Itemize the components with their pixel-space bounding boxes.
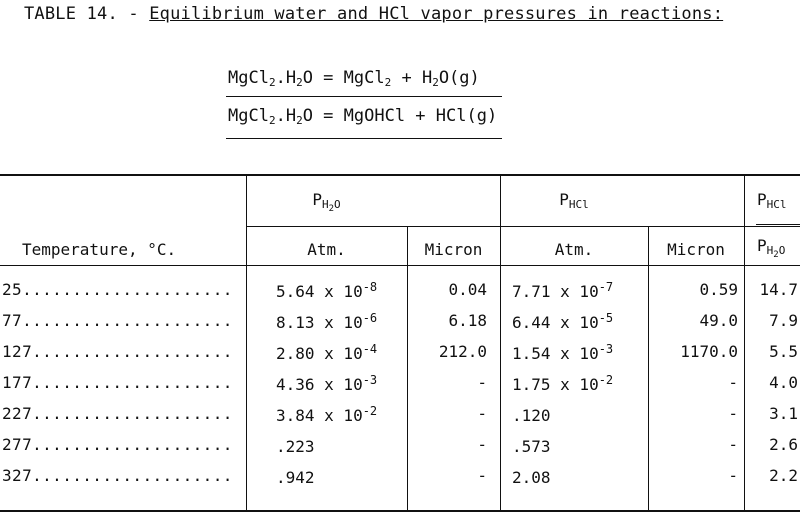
phcl-micron-cell: 0.59 <box>699 280 738 299</box>
reaction-2: MgCl2.H2O = MgOHCl + HCl(g) <box>228 106 498 127</box>
table-bottom-rule <box>0 510 800 512</box>
ratio-cell: 2.6 <box>769 435 798 454</box>
header-phcl: PHCl <box>559 190 589 211</box>
temperature-cell: 227.................... <box>2 404 233 423</box>
ph2o-micron-cell: - <box>477 466 487 485</box>
header-ratio-denominator: PH2O <box>757 236 786 260</box>
ph2o-micron-cell: 212.0 <box>438 342 487 361</box>
ratio-fraction-bar <box>756 224 800 225</box>
ph2o-atm-cell: .223 <box>276 437 315 456</box>
phcl-atm-cell: .120 <box>512 406 551 425</box>
col-divider-1 <box>246 176 247 510</box>
ph2o-micron-cell: 0.04 <box>448 280 487 299</box>
leader-dots: .................... <box>32 342 233 361</box>
table-title: TABLE 14. - Equilibrium water and HCl va… <box>24 4 723 24</box>
col-divider-4 <box>648 227 649 510</box>
phcl-atm-cell: 2.08 <box>512 468 551 487</box>
phcl-micron-cell: - <box>728 373 738 392</box>
reaction-separator <box>226 96 502 97</box>
temperature-cell: 25..................... <box>2 280 233 299</box>
header-phcl-atm: Atm. <box>554 240 594 259</box>
phcl-atm-cell: 1.54 x 10-3 <box>512 342 614 363</box>
temperature-cell: 177.................... <box>2 373 233 392</box>
table-caption: Equilibrium water and HCl vapor pressure… <box>149 4 724 24</box>
phcl-micron-cell: 49.0 <box>699 311 738 330</box>
phcl-atm-cell: 1.75 x 10-2 <box>512 373 614 394</box>
ratio-cell: 4.0 <box>769 373 798 392</box>
phcl-atm-cell: .573 <box>512 437 551 456</box>
ph2o-atm-cell: 4.36 x 10-3 <box>276 373 378 394</box>
ratio-cell: 3.1 <box>769 404 798 423</box>
col-divider-3 <box>500 176 501 510</box>
leader-dots: .................... <box>32 373 233 392</box>
leader-dots: .................... <box>32 466 233 485</box>
table-top-rule <box>0 174 800 176</box>
header-ph2o: PH2O <box>312 190 341 214</box>
header-ph2o-micron: Micron <box>424 240 483 259</box>
temperature-cell: 127.................... <box>2 342 233 361</box>
ratio-cell: 2.2 <box>769 466 798 485</box>
phcl-atm-cell: 7.71 x 10-7 <box>512 280 614 301</box>
col-divider-5 <box>744 176 745 510</box>
ratio-cell: 7.9 <box>769 311 798 330</box>
header-ratio-numerator: PHCl <box>757 190 787 211</box>
ph2o-micron-cell: - <box>477 404 487 423</box>
subheader-rule <box>246 226 800 227</box>
ratio-cell: 14.7 <box>759 280 798 299</box>
reaction-1: MgCl2.H2O = MgCl2 + H2O(g) <box>228 68 480 89</box>
ph2o-atm-cell: 8.13 x 10-6 <box>276 311 378 332</box>
header-phcl-micron: Micron <box>667 240 725 259</box>
temperature-cell: 277.................... <box>2 435 233 454</box>
ph2o-micron-cell: 6.18 <box>448 311 487 330</box>
ratio-cell: 5.5 <box>769 342 798 361</box>
header-temperature: Temperature, °C. <box>22 240 177 259</box>
col-divider-2 <box>407 227 408 510</box>
header-bottom-rule <box>0 265 800 266</box>
ph2o-atm-cell: .942 <box>276 468 315 487</box>
temperature-cell: 77..................... <box>2 311 233 330</box>
ph2o-atm-cell: 3.84 x 10-2 <box>276 404 378 425</box>
reaction-underline <box>226 138 502 139</box>
leader-dots: .................... <box>32 435 233 454</box>
table-number: TABLE 14. - <box>24 4 150 24</box>
ph2o-micron-cell: - <box>477 373 487 392</box>
phcl-atm-cell: 6.44 x 10-5 <box>512 311 614 332</box>
leader-dots: .................... <box>32 404 233 423</box>
leader-dots: ..................... <box>22 311 233 330</box>
phcl-micron-cell: - <box>728 466 738 485</box>
ph2o-atm-cell: 2.80 x 10-4 <box>276 342 378 363</box>
phcl-micron-cell: 1170.0 <box>680 342 738 361</box>
phcl-micron-cell: - <box>728 404 738 423</box>
phcl-micron-cell: - <box>728 435 738 454</box>
temperature-cell: 327.................... <box>2 466 233 485</box>
ph2o-atm-cell: 5.64 x 10-8 <box>276 280 378 301</box>
header-ph2o-atm: Atm. <box>307 240 346 259</box>
ph2o-micron-cell: - <box>477 435 487 454</box>
leader-dots: ..................... <box>22 280 233 299</box>
